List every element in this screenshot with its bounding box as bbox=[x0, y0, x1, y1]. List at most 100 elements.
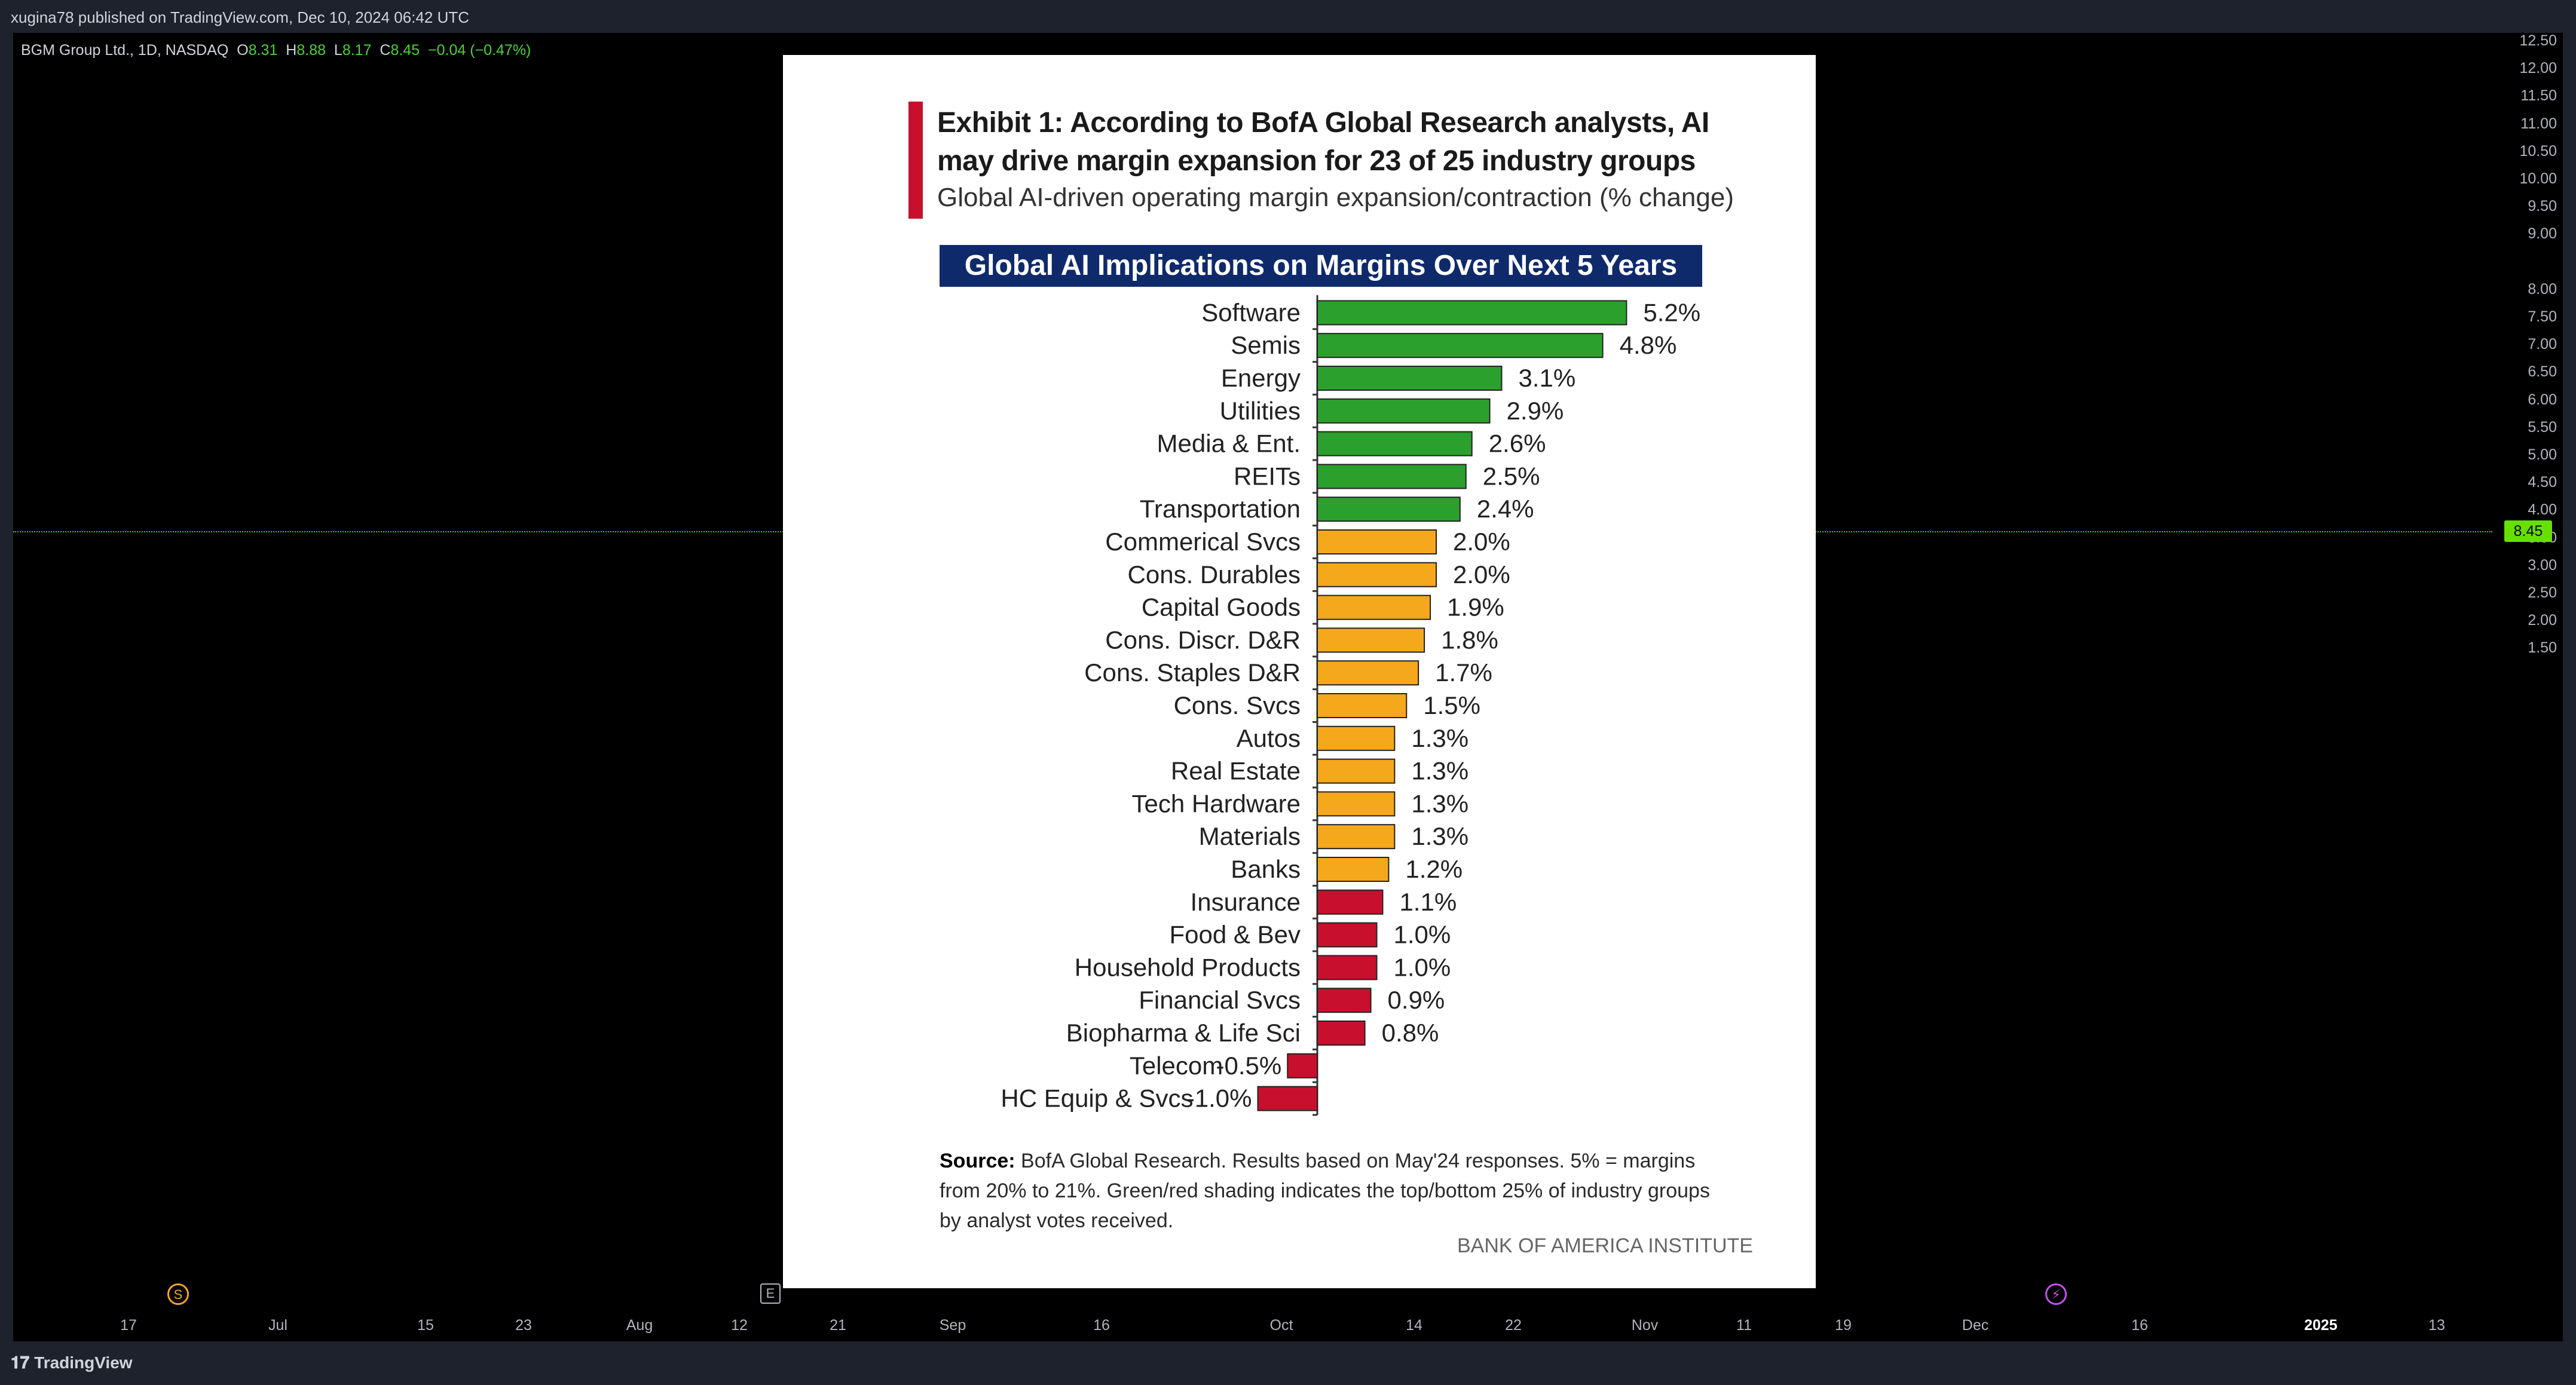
bar bbox=[1317, 300, 1627, 326]
bar bbox=[1317, 562, 1437, 587]
price-tick: 11.00 bbox=[2520, 115, 2557, 132]
low-label: L bbox=[334, 42, 342, 59]
value-label: 2.9% bbox=[1507, 397, 1564, 425]
time-tick: Dec bbox=[1962, 1317, 1989, 1334]
bar bbox=[1317, 464, 1467, 489]
category-label: REITs bbox=[1234, 462, 1301, 490]
dividend-marker-icon[interactable]: S bbox=[167, 1283, 189, 1305]
value-label: 5.2% bbox=[1643, 298, 1700, 326]
category-label: Materials bbox=[1199, 822, 1301, 850]
value-label: 0.8% bbox=[1382, 1019, 1439, 1047]
event-bolt-icon[interactable]: ⚡ bbox=[2045, 1283, 2067, 1305]
bar bbox=[1317, 431, 1473, 456]
time-tick: 14 bbox=[1406, 1317, 1422, 1334]
tradingview-logo[interactable]: 𝟏𝟕 TradingView bbox=[11, 1353, 133, 1373]
time-tick: Oct bbox=[1269, 1317, 1293, 1334]
value-label: 1.1% bbox=[1399, 888, 1457, 916]
publisher-text: xugina78 published on TradingView.com, D… bbox=[11, 8, 470, 26]
category-label: Telecom bbox=[1130, 1052, 1223, 1080]
price-tick: 9.00 bbox=[2528, 225, 2557, 243]
high-label: H bbox=[286, 42, 297, 59]
time-tick: Sep bbox=[939, 1317, 966, 1334]
bar bbox=[1317, 627, 1425, 653]
source-label: Source: bbox=[940, 1150, 1015, 1172]
bar bbox=[1317, 366, 1503, 391]
price-tick: 5.00 bbox=[2528, 446, 2557, 463]
source-text: BofA Global Research. Results based on M… bbox=[940, 1150, 1710, 1232]
price-tick: 4.50 bbox=[2528, 474, 2557, 491]
time-tick: 16 bbox=[1093, 1317, 1110, 1334]
value-label: 4.8% bbox=[1620, 331, 1677, 359]
bar bbox=[1317, 922, 1378, 948]
value-label: 1.3% bbox=[1411, 789, 1468, 817]
bar bbox=[1317, 660, 1419, 686]
publisher-bar: xugina78 published on TradingView.com, D… bbox=[0, 0, 2576, 33]
value-label: 2.5% bbox=[1483, 462, 1540, 490]
price-tick: 1.50 bbox=[2528, 639, 2557, 657]
price-tick: 7.00 bbox=[2528, 336, 2557, 353]
bar bbox=[1257, 1086, 1318, 1111]
value-label: -1.0% bbox=[1186, 1084, 1252, 1113]
price-tick: 3.00 bbox=[2528, 556, 2557, 574]
time-tick: 22 bbox=[1505, 1317, 1522, 1334]
bar bbox=[1287, 1053, 1318, 1078]
category-label: HC Equip & Svcs bbox=[1001, 1084, 1193, 1113]
category-label: Media & Ent. bbox=[1157, 430, 1301, 458]
boa-credit: BANK OF AMERICA INSTITUTE bbox=[1457, 1234, 1753, 1257]
tv-logo-text: TradingView bbox=[34, 1353, 133, 1372]
exhibit-title: Exhibit 1: According to BofA Global Rese… bbox=[937, 107, 1709, 177]
price-tick: 5.50 bbox=[2528, 418, 2557, 436]
symbol-legend: BGM Group Ltd., 1D, NASDAQ O8.31 H8.88 L… bbox=[21, 42, 531, 59]
price-tick: 11.50 bbox=[2520, 87, 2557, 105]
value-label: 1.0% bbox=[1394, 953, 1451, 981]
time-axis[interactable]: 17 Jul 15 23 Aug 12 21 Sep 16 Oct 14 22 Nov 11 19 Dec 16… bbox=[13, 1309, 2492, 1341]
time-tick: Nov bbox=[1631, 1317, 1659, 1334]
time-tick: Aug bbox=[626, 1317, 653, 1334]
value-label: 1.8% bbox=[1441, 626, 1498, 654]
value-label: 1.0% bbox=[1394, 921, 1451, 949]
price-tick: 6.50 bbox=[2528, 363, 2557, 381]
value-label: 1.7% bbox=[1435, 658, 1492, 687]
value-label: 1.5% bbox=[1423, 691, 1480, 719]
bar bbox=[1317, 1021, 1366, 1046]
close-value: 8.45 bbox=[390, 42, 420, 59]
value-label: 1.2% bbox=[1405, 855, 1463, 883]
value-label: 1.3% bbox=[1411, 724, 1468, 752]
time-tick: 21 bbox=[830, 1317, 846, 1334]
bar bbox=[1317, 758, 1396, 784]
change-value: −0.04 (−0.47%) bbox=[428, 42, 531, 59]
category-label: Cons. Durables bbox=[1128, 560, 1301, 589]
value-label: 0.9% bbox=[1388, 986, 1445, 1014]
price-tick: 6.00 bbox=[2528, 391, 2557, 408]
symbol-name[interactable]: BGM Group Ltd., 1D, NASDAQ bbox=[21, 42, 229, 59]
price-tick: 2.00 bbox=[2528, 612, 2557, 629]
price-axis[interactable]: 12.50 12.00 11.50 11.00 10.50 10.00 9.50 9.00 8.… bbox=[2492, 32, 2563, 1341]
time-tick: 23 bbox=[515, 1317, 532, 1334]
category-label: Capital Goods bbox=[1142, 593, 1301, 621]
price-tick: 9.50 bbox=[2528, 198, 2557, 215]
earnings-marker-icon[interactable]: E bbox=[760, 1283, 781, 1304]
bottom-bar: 𝟏𝟕 TradingView bbox=[0, 1341, 2576, 1385]
price-tick: 10.50 bbox=[2519, 142, 2557, 160]
open-value: 8.31 bbox=[248, 42, 278, 59]
low-value: 8.17 bbox=[342, 42, 372, 59]
category-label: Tech Hardware bbox=[1132, 789, 1301, 817]
price-tick: 7.50 bbox=[2528, 308, 2557, 325]
value-label: 1.3% bbox=[1411, 757, 1468, 785]
category-label: Energy bbox=[1221, 364, 1301, 392]
exhibit-image: Exhibit 1: According to BofA Global Rese… bbox=[783, 55, 1816, 1288]
bar bbox=[1317, 955, 1378, 980]
value-label: 2.4% bbox=[1477, 495, 1534, 523]
time-tick: 12 bbox=[731, 1317, 748, 1334]
category-label: Banks bbox=[1231, 855, 1301, 883]
bar bbox=[1317, 398, 1491, 424]
value-label: 2.6% bbox=[1489, 430, 1546, 458]
category-label: Real Estate bbox=[1171, 757, 1301, 785]
bar bbox=[1317, 333, 1604, 358]
price-tick: 10.00 bbox=[2519, 170, 2557, 187]
category-label: Semis bbox=[1231, 331, 1301, 359]
source-note: Source: BofA Global Research. Results ba… bbox=[940, 1146, 1717, 1236]
category-label: Household Products bbox=[1075, 953, 1301, 981]
category-label: Food & Bev bbox=[1170, 921, 1301, 949]
bar bbox=[1317, 725, 1396, 751]
